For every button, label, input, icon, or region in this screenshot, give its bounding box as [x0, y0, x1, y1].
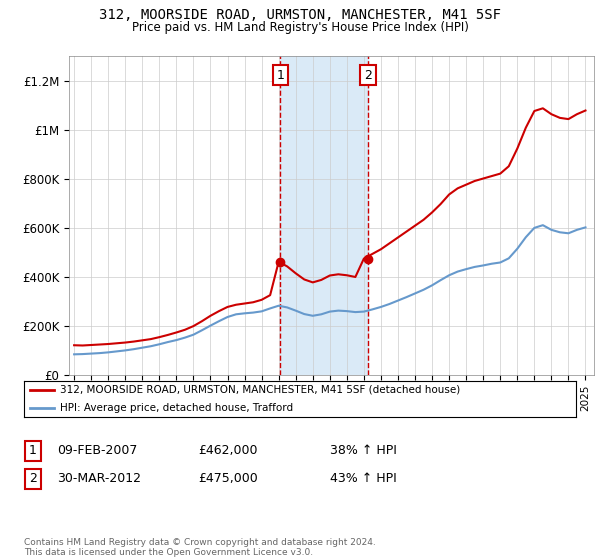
Text: 2: 2 — [364, 69, 372, 82]
Text: 2: 2 — [29, 472, 37, 486]
Text: 43% ↑ HPI: 43% ↑ HPI — [330, 472, 397, 486]
Text: Contains HM Land Registry data © Crown copyright and database right 2024.
This d: Contains HM Land Registry data © Crown c… — [24, 538, 376, 557]
Bar — [280, 56, 368, 375]
Text: 312, MOORSIDE ROAD, URMSTON, MANCHESTER, M41 5SF: 312, MOORSIDE ROAD, URMSTON, MANCHESTER,… — [99, 8, 501, 22]
Text: 09-FEB-2007: 09-FEB-2007 — [57, 444, 137, 458]
Text: 30-MAR-2012: 30-MAR-2012 — [57, 472, 141, 486]
Text: Price paid vs. HM Land Registry's House Price Index (HPI): Price paid vs. HM Land Registry's House … — [131, 21, 469, 34]
Text: 312, MOORSIDE ROAD, URMSTON, MANCHESTER, M41 5SF (detached house): 312, MOORSIDE ROAD, URMSTON, MANCHESTER,… — [60, 385, 460, 395]
Text: 1: 1 — [277, 69, 284, 82]
Text: 38% ↑ HPI: 38% ↑ HPI — [330, 444, 397, 458]
Text: HPI: Average price, detached house, Trafford: HPI: Average price, detached house, Traf… — [60, 403, 293, 413]
Text: 1: 1 — [29, 444, 37, 458]
Text: £462,000: £462,000 — [198, 444, 257, 458]
Text: £475,000: £475,000 — [198, 472, 258, 486]
